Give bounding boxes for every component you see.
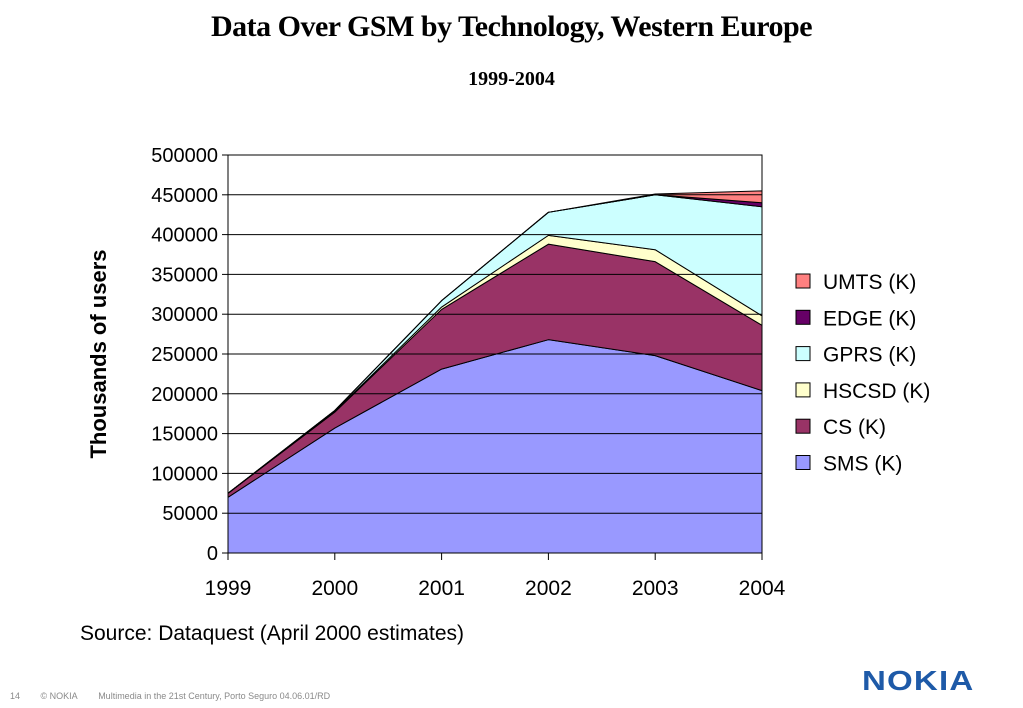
legend-swatch-sms-k xyxy=(795,455,811,470)
chart-title: Data Over GSM by Technology, Western Eur… xyxy=(210,10,813,43)
y-tick-label: 300000 xyxy=(151,304,218,326)
legend-label-gprs-k: GPRS (K) xyxy=(823,344,916,367)
legend-swatch-hscsd-k xyxy=(795,382,811,398)
y-tick-label: 150000 xyxy=(151,424,218,446)
x-tick-label: 2000 xyxy=(311,577,358,600)
legend-swatch-gprs-k xyxy=(795,346,811,362)
y-tick-label: 350000 xyxy=(151,264,218,286)
legend-swatch-cs-k xyxy=(795,418,811,434)
legend-label-hscsd-k: HSCSD (K) xyxy=(823,380,930,403)
y-tick-label: 400000 xyxy=(151,225,218,247)
y-tick-label: 250000 xyxy=(151,344,218,366)
legend-label-cs-k: CS (K) xyxy=(823,416,886,439)
legend-swatch-edge-k xyxy=(795,309,811,325)
x-tick-label: 2001 xyxy=(418,577,465,600)
y-tick-label: 450000 xyxy=(151,185,218,207)
x-tick-label: 2004 xyxy=(739,577,786,600)
legend-label-sms-k: SMS (K) xyxy=(823,453,902,476)
legend-swatch-umts-k xyxy=(795,273,811,289)
y-tick-label: 500000 xyxy=(151,145,218,167)
x-tick-label: 1999 xyxy=(205,577,252,600)
y-axis-title: Thousands of users xyxy=(86,249,111,458)
x-tick-label: 2002 xyxy=(525,577,572,600)
y-tick-label: 100000 xyxy=(151,463,218,485)
legend-label-umts-k: UMTS (K) xyxy=(823,271,916,294)
x-tick-label: 2003 xyxy=(632,577,679,600)
source-note: Source: Dataquest (April 2000 estimates) xyxy=(80,622,465,645)
legend-label-edge-k: EDGE (K) xyxy=(823,307,916,330)
y-tick-label: 0 xyxy=(207,543,218,565)
footer: 14 © NOKIA Multimedia in the 21st Centur… xyxy=(10,691,348,701)
stacked-area-chart: 0 50000 100000 150000 200000 250000 300000 3500… xyxy=(86,145,930,600)
page-number: 14 xyxy=(10,691,21,701)
chart-subtitle: 1999-2004 xyxy=(468,68,555,90)
y-tick-label: 50000 xyxy=(162,503,218,525)
copyright: © NOKIA xyxy=(40,691,78,701)
y-tick-label: 200000 xyxy=(151,384,218,406)
footer-text: Multimedia in the 21st Century, Porto Se… xyxy=(98,691,331,701)
nokia-logo: NOKIA xyxy=(862,665,975,696)
